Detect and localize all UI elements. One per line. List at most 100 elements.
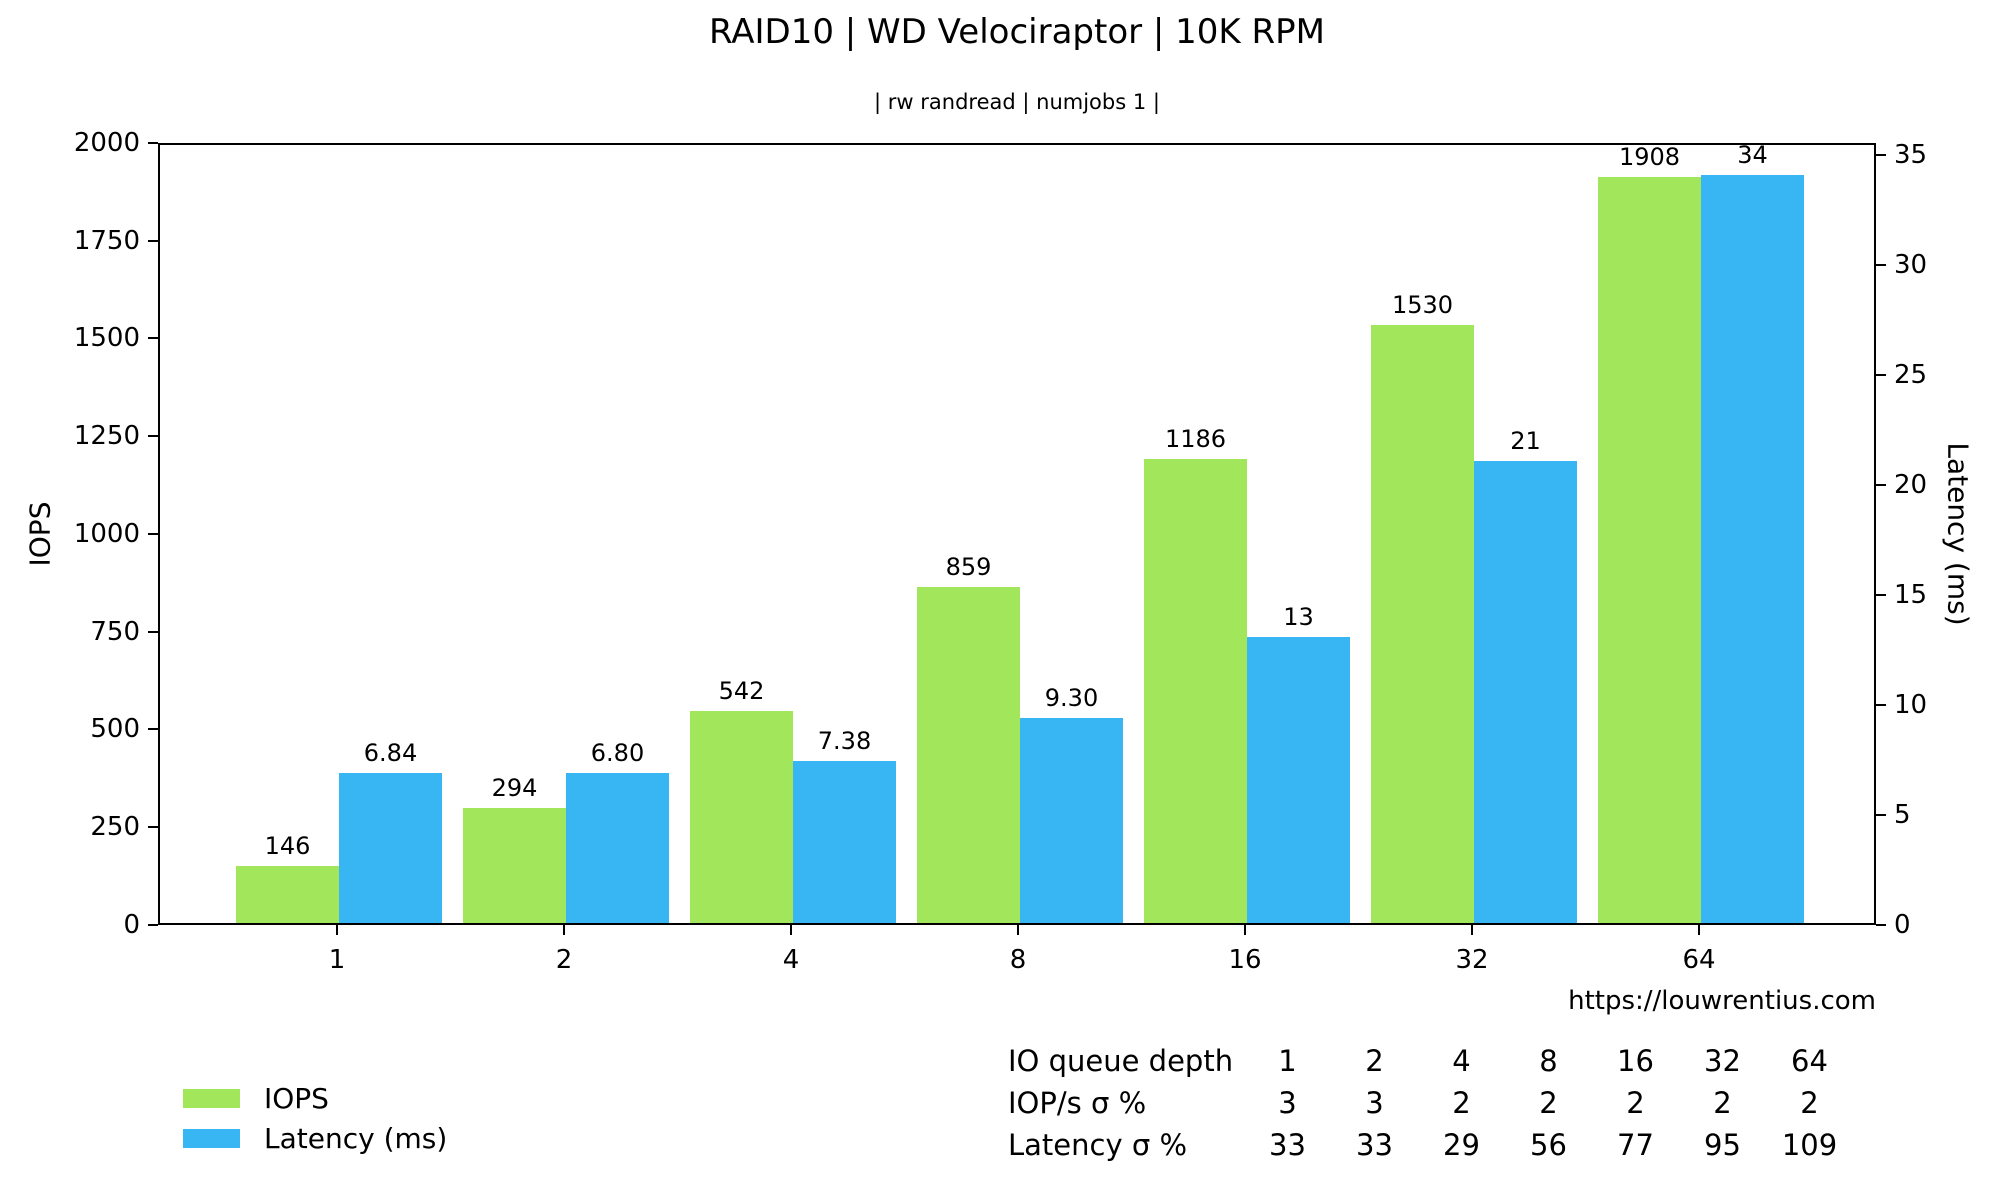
stats-cell: 2 [1452,1086,1471,1120]
iops-bar-value: 542 [718,677,765,705]
stats-row-label: Latency σ % [1008,1128,1187,1162]
source-url: https://louwrentius.com [1568,986,1876,1016]
y-left-tick-label: 500 [90,714,140,744]
x-tick-mark [336,925,338,935]
iops-bar [917,587,1020,923]
latency-bar-value: 6.84 [363,739,418,767]
y-right-tick-label: 30 [1894,250,1928,280]
latency-bar [566,773,669,923]
y-left-tick-label: 1000 [73,519,140,549]
x-tick-mark [790,925,792,935]
stats-cell: 2 [1713,1086,1732,1120]
x-tick-label: 1 [328,945,346,975]
chart-subtitle: | rw randread | numjobs 1 | [874,90,1160,114]
latency-bar [339,773,442,923]
iops-bar-value: 294 [491,774,538,802]
latency-bar-value: 6.80 [590,739,645,767]
y-right-tick-mark [1876,594,1886,596]
y-left-tick-label: 1500 [73,323,140,353]
x-tick-label: 4 [782,945,800,975]
iops-bar-value: 1530 [1391,291,1454,319]
stats-cell: 109 [1781,1128,1838,1162]
y-left-tick-label: 2000 [73,128,140,158]
legend-label: Latency (ms) [264,1121,448,1155]
stats-cell: 64 [1791,1044,1828,1078]
x-tick-label: 8 [1009,945,1027,975]
latency-bar [793,761,896,923]
y-left-tick-mark [148,826,158,828]
iops-bar [1371,325,1474,923]
stats-cell: 2 [1626,1086,1645,1120]
latency-swatch [183,1128,240,1148]
y-right-tick-mark [1876,814,1886,816]
stats-row-label: IOP/s σ % [1008,1086,1147,1120]
stats-cell: 3 [1365,1086,1384,1120]
x-tick-mark [1471,925,1473,935]
iops-bar [1598,177,1701,923]
y-left-tick-mark [148,533,158,535]
y-left-tick-label: 0 [123,910,140,940]
stats-cell: 16 [1617,1044,1654,1078]
y-right-tick-label: 20 [1894,470,1928,500]
iops-bar [1144,459,1247,923]
left-axis-title: IOPS [23,501,57,567]
y-left-tick-label: 750 [90,617,140,647]
legend: IOPS Latency (ms) [183,1078,447,1158]
y-right-tick-mark [1876,924,1886,926]
stats-cell: 2 [1800,1086,1819,1120]
stats-cell: 2 [1539,1086,1558,1120]
stats-cell: 33 [1356,1128,1393,1162]
iops-swatch [183,1088,240,1108]
y-right-tick-mark [1876,484,1886,486]
y-right-tick-label: 0 [1894,910,1911,940]
y-right-tick-label: 25 [1894,360,1928,390]
stats-cell: 1 [1278,1044,1297,1078]
x-tick-label: 2 [555,945,573,975]
x-tick-mark [1017,925,1019,935]
iops-bar [690,711,793,923]
stats-cell: 95 [1704,1128,1741,1162]
y-left-tick-mark [148,240,158,242]
stats-cell: 56 [1530,1128,1567,1162]
y-left-tick-mark [148,728,158,730]
stats-cell: 4 [1452,1044,1471,1078]
latency-bar-value: 7.38 [817,727,872,755]
y-right-tick-label: 5 [1894,800,1911,830]
stats-cell: 32 [1704,1044,1741,1078]
iops-bar [236,866,339,923]
stats-cell: 3 [1278,1086,1297,1120]
y-left-tick-mark [148,142,158,144]
y-right-tick-mark [1876,264,1886,266]
x-tick-label: 32 [1455,945,1489,975]
y-left-tick-label: 1250 [73,421,140,451]
stats-cell: 8 [1539,1044,1558,1078]
stats-row: Latency σ % 33 33 29 56 77 95 109 [1008,1128,1853,1170]
y-right-tick-label: 15 [1894,580,1928,610]
latency-bar [1474,461,1577,923]
y-right-tick-mark [1876,704,1886,706]
latency-bar-value: 21 [1510,427,1541,455]
y-right-tick-label: 35 [1894,140,1928,170]
stats-cell: 77 [1617,1128,1654,1162]
legend-item: Latency (ms) [183,1118,447,1158]
y-right-tick-label: 10 [1894,690,1928,720]
legend-label: IOPS [264,1081,329,1115]
latency-bar-value: 13 [1283,603,1314,631]
stats-cell: 33 [1269,1128,1306,1162]
stats-cell: 29 [1443,1128,1480,1162]
latency-bar [1701,175,1804,923]
latency-bar-value: 34 [1737,141,1768,169]
y-right-tick-mark [1876,154,1886,156]
latency-bar [1020,718,1123,923]
y-left-tick-mark [148,435,158,437]
chart-title: RAID10 | WD Velociraptor | 10K RPM [709,12,1325,52]
latency-bar [1247,637,1350,923]
y-left-tick-mark [148,924,158,926]
latency-bar-value: 9.30 [1044,684,1099,712]
y-left-tick-label: 1750 [73,226,140,256]
stats-row: IO queue depth 1 2 4 8 16 32 64 [1008,1044,1853,1086]
x-tick-mark [1698,925,1700,935]
iops-bar-value: 859 [945,553,992,581]
y-left-tick-mark [148,337,158,339]
